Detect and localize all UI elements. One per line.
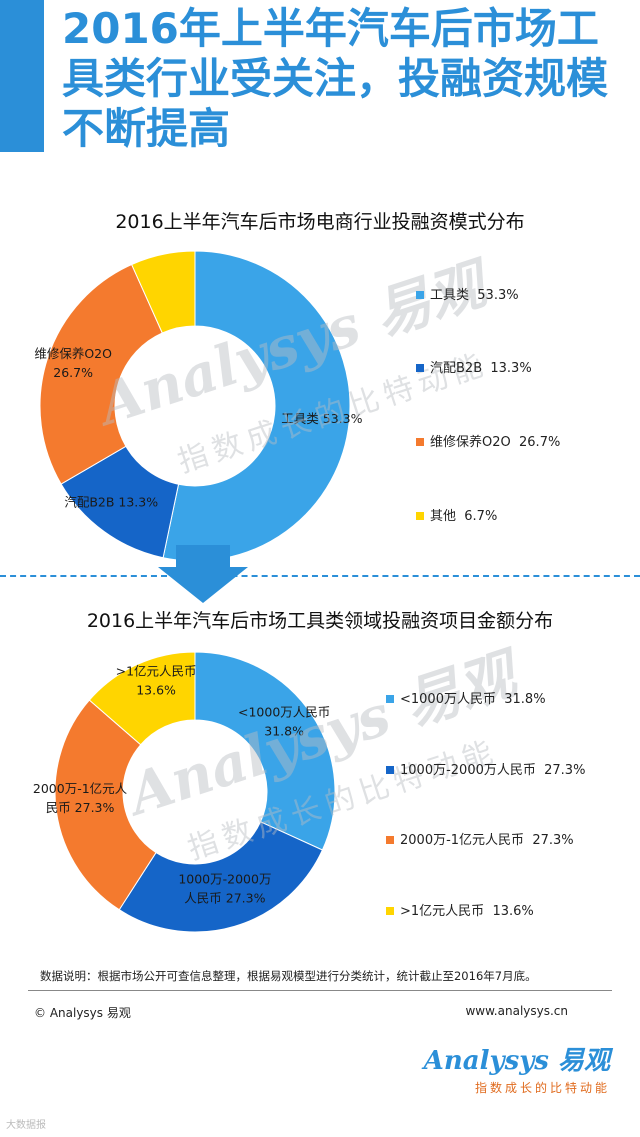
legend-swatch xyxy=(386,765,394,774)
slice-label: 民币 27.3% xyxy=(46,800,115,815)
legend-swatch xyxy=(386,835,394,844)
donut-slice xyxy=(88,651,196,746)
chart1-title: 2016上半年汽车后市场电商行业投融资模式分布 xyxy=(115,211,525,233)
legend-value: 6.7% xyxy=(464,509,498,524)
down-arrow-icon xyxy=(158,545,248,603)
page-headline: 2016年上半年汽车后市场工具类行业受关注，投融资规模不断提高 xyxy=(62,4,609,153)
website-link[interactable]: www.analysys.cn xyxy=(465,1004,568,1018)
footer-divider xyxy=(28,990,612,991)
chart2-legend-item: >1亿元人民币 13.6% xyxy=(386,900,534,919)
chart1-legend-item: 其他 6.7% xyxy=(416,505,497,524)
chart1-legend-item: 工具类 53.3% xyxy=(416,284,519,303)
chart2-legend-item: 2000万-1亿元人民币 27.3% xyxy=(386,829,574,848)
legend-value: 13.3% xyxy=(490,361,532,376)
legend-swatch xyxy=(416,511,424,520)
donut-slice xyxy=(54,699,157,911)
chart2-legend-item: 1000万-2000万人民币 27.3% xyxy=(386,759,585,778)
legend-label: 其他 xyxy=(430,509,457,524)
legend-swatch xyxy=(386,694,394,703)
legend-swatch xyxy=(386,906,394,915)
legend-value: 27.3% xyxy=(544,763,586,778)
donut-slice xyxy=(39,263,163,485)
donut-slice xyxy=(118,821,324,933)
source-credit: 大数据报 xyxy=(6,1120,46,1131)
slice-label: 26.7% xyxy=(53,365,93,380)
legend-label: 1000万-2000万人民币 xyxy=(400,763,536,778)
chart1-donut: 工具类 53.3% 汽配B2B 13.3% 维修保养O2O 26.7% xyxy=(34,250,363,562)
slice-label: 人民币 27.3% xyxy=(184,891,265,906)
slice-label: <1000万人民币 xyxy=(238,705,330,720)
donut-slice xyxy=(130,250,196,334)
chart1-legend-item: 维修保养O2O 26.7% xyxy=(416,431,560,450)
legend-label: <1000万人民币 xyxy=(400,692,496,707)
legend-swatch xyxy=(416,290,424,299)
brand-logo-text: Analysys 易观 xyxy=(423,1046,610,1076)
legend-value: 53.3% xyxy=(477,288,519,303)
legend-value: 26.7% xyxy=(519,435,561,450)
legend-label: 工具类 xyxy=(430,288,470,303)
slice-label: 13.6% xyxy=(136,683,176,698)
section-divider xyxy=(0,575,640,577)
copyright: © Analysys 易观 xyxy=(34,1006,131,1020)
legend-label: 汽配B2B xyxy=(430,361,483,376)
donut-slice xyxy=(194,651,336,851)
chart2-title: 2016上半年汽车后市场工具类领域投融资项目金额分布 xyxy=(86,610,554,632)
brand-tagline: 指数成长的比特动能 xyxy=(474,1081,610,1095)
legend-value: 27.3% xyxy=(532,833,574,848)
data-note: 数据说明：根据市场公开可查信息整理，根据易观模型进行分类统计，统计截止至2016… xyxy=(40,969,537,983)
slice-label: 1000万-2000万 xyxy=(178,872,271,887)
legend-swatch xyxy=(416,437,424,446)
slice-label: 汽配B2B 13.3% xyxy=(64,494,158,509)
chart2-donut: <1000万人民币 31.8% 1000万-2000万人民币 27.3% 2000万-… xyxy=(33,651,336,933)
chart2-legend-item: <1000万人民币 31.8% xyxy=(386,688,546,707)
legend-value: 31.8% xyxy=(504,692,546,707)
headline-accent-bar xyxy=(0,0,44,152)
slice-label: >1亿元人民币 xyxy=(116,664,197,679)
legend-label: >1亿元人民币 xyxy=(400,904,485,919)
slice-label: 31.8% xyxy=(264,724,304,739)
slice-label: 维修保养O2O xyxy=(34,346,112,361)
legend-value: 13.6% xyxy=(492,904,534,919)
chart1-legend-item: 汽配B2B 13.3% xyxy=(416,357,532,376)
slice-label: 2000万-1亿元人 xyxy=(33,781,128,796)
legend-swatch xyxy=(416,363,424,372)
legend-label: 2000万-1亿元人民币 xyxy=(400,833,525,848)
legend-label: 维修保养O2O xyxy=(430,435,511,450)
brand-logo: Analysys 易观 指数成长的比特动能 xyxy=(424,1040,610,1096)
slice-label: 工具类 53.3% xyxy=(281,411,362,426)
